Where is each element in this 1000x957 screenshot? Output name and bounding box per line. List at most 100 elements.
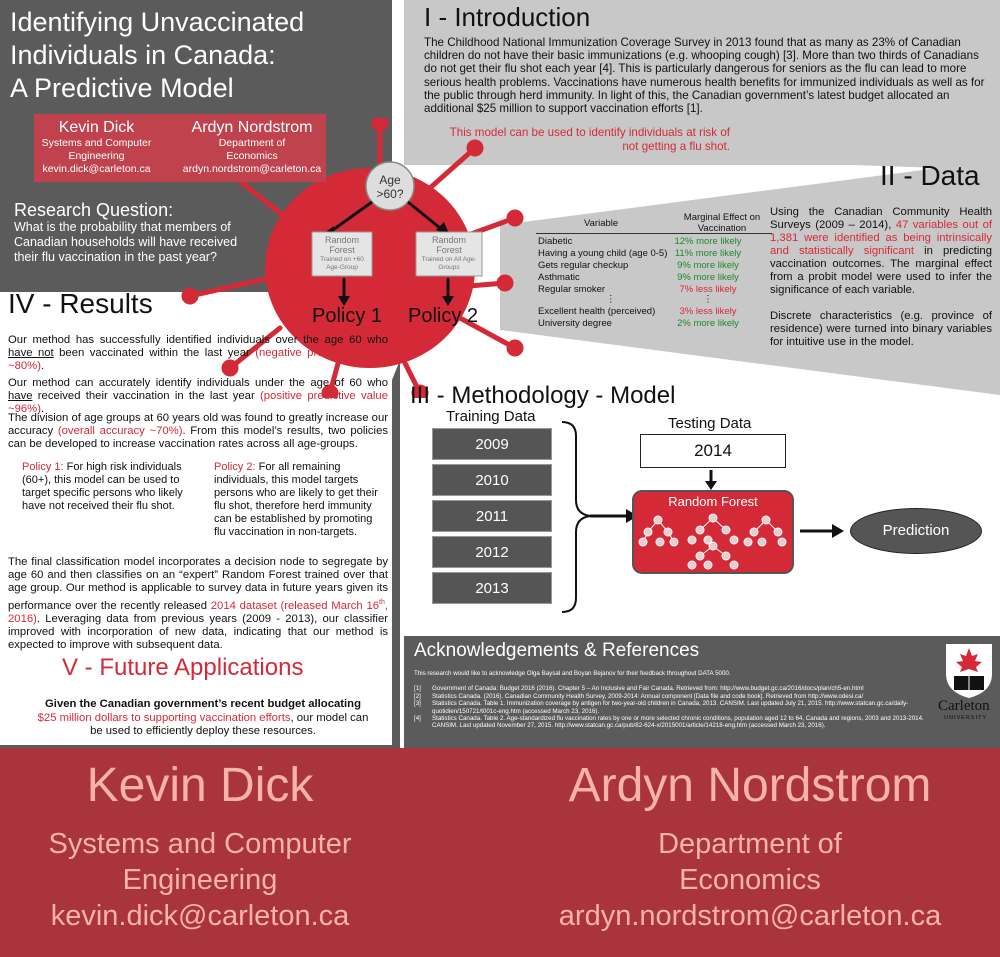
- data-text-b: in predicting vaccination outcomes. The …: [770, 245, 992, 296]
- data-text-highlight: 47 variables out of 1,381 were identifie…: [770, 219, 992, 257]
- rf-all-sub-1: Trained on All Age-: [421, 256, 477, 263]
- prediction-arrow: [800, 524, 844, 538]
- methodology-heading: III - Methodology - Model: [410, 382, 676, 409]
- carleton-logo: Carleton UNIVERSITY: [938, 640, 998, 744]
- training-year-2011: 2011: [432, 500, 552, 532]
- footer-author-2-dept-2: Economics: [679, 864, 821, 896]
- author-1: Kevin Dick Systems and Computer Engineer…: [34, 118, 159, 176]
- virus-policy2: Policy 2: [408, 305, 479, 327]
- results-p4-highlight-1: 2014 dataset (released March 16: [210, 599, 380, 612]
- author-1-dept-1: Systems and Computer: [41, 137, 152, 149]
- table-row-variable: ⋮: [606, 294, 616, 305]
- ref-4-num: [4]: [414, 715, 421, 722]
- intro-text: The Childhood National Immunization Cove…: [424, 36, 985, 116]
- intro-heading: I - Introduction: [424, 2, 591, 32]
- testing-year-box: 2014: [640, 434, 786, 468]
- results-p2: Our method can accurately identify indiv…: [8, 377, 388, 417]
- table-row-variable: University degree: [538, 318, 612, 329]
- rf-over60-sub-1: Trained on +60: [320, 256, 364, 263]
- rf-all-label: Random Forest Trained on All Age- Groups: [416, 235, 482, 272]
- table-row-variable: Regular smoker: [538, 284, 606, 295]
- author-box: Kevin Dick Systems and Computer Engineer…: [34, 114, 326, 182]
- results-p1-highlight: (negative predictive value ~80%): [8, 347, 388, 373]
- random-forest-trees: [638, 513, 787, 570]
- results-p1-end: .: [40, 360, 45, 373]
- author-2-name: Ardyn Nordstrom: [191, 119, 313, 136]
- age-decision-node: [365, 161, 415, 211]
- results-policy2-text: For all remaining individuals, this mode…: [214, 461, 378, 538]
- results-p1-a: Our method has successfully identified i…: [8, 334, 388, 346]
- results-p2-underline: have: [8, 390, 33, 403]
- age-node-line-2: >60?: [376, 187, 404, 201]
- future-text: Given the Canadian government’s recent b…: [36, 698, 370, 739]
- results-policy2: Policy 2: For all remaining individuals,…: [214, 461, 384, 539]
- title-line-1: Identifying Unvaccinated: [10, 7, 305, 37]
- footer-author-1-dept-2: Engineering: [122, 864, 278, 896]
- ref-2-text: Statistics Canada. (2016). Canadian Comm…: [432, 692, 864, 700]
- table-row-variable: Diabetic: [538, 236, 573, 247]
- results-p4: The final classification model incorpora…: [8, 556, 388, 652]
- data-text-c: Discrete characteristics (e.g. province …: [770, 310, 992, 348]
- rf-all-sub-2: Groups: [438, 264, 460, 271]
- results-p4-b: . Leveraging data from previous years (2…: [8, 612, 388, 651]
- rf-over60-label: Random Forest Trained on +60 Age-Group: [312, 235, 372, 272]
- rf-over60-title-2: Forest: [329, 245, 355, 255]
- testing-data-label: Testing Data: [668, 415, 752, 432]
- future-text-bold: Given the Canadian government’s recent b…: [45, 698, 361, 710]
- results-p3-highlight: (overall accuracy ~70%): [57, 425, 183, 438]
- footer-author-1: Kevin Dick Systems and Computer Engineer…: [0, 758, 400, 934]
- results-policy1: Policy 1: For high risk individuals (60+…: [22, 461, 198, 513]
- ref-4-text: Statistics Canada. Table 2. Age-standard…: [432, 715, 924, 730]
- footer-author-2-dept-1: Department of: [658, 828, 842, 860]
- data-panel: [500, 160, 1000, 395]
- ref-2-num: [2]: [414, 692, 421, 700]
- poster-title: Identifying Unvaccinated Individuals in …: [10, 6, 380, 105]
- ack-panel: [404, 636, 1000, 748]
- carleton-wordmark: Carleton: [938, 698, 990, 714]
- rf-all-title-2: Forest: [436, 245, 462, 255]
- author-2-email: ardyn.nordstrom@carleton.ca: [182, 163, 322, 175]
- rf-over60-box: [311, 231, 373, 277]
- footer-author-1-name: Kevin Dick: [86, 759, 314, 812]
- age-node-line-1: Age: [379, 173, 401, 187]
- footer-author-2: Ardyn Nordstrom Department of Economics …: [500, 758, 1000, 934]
- data-heading: II - Data: [880, 160, 980, 191]
- research-question-text: What is the probability that members of …: [14, 220, 238, 264]
- table-divider: [536, 233, 772, 234]
- table-row-effect: 12% more likely: [674, 236, 742, 247]
- title-line-2: Individuals in Canada:: [10, 40, 276, 70]
- rf-over60-title-1: Random: [324, 235, 360, 245]
- results-p2-b: received their vaccination in the last y…: [32, 390, 261, 403]
- ref-3-text: Statistics Canada. Table 1. Immunization…: [432, 700, 909, 715]
- training-year-2012: 2012: [432, 536, 552, 568]
- random-forest-label: Random Forest: [668, 494, 758, 509]
- author-2-dept-2: Economics: [226, 150, 278, 162]
- table-row-effect: 7% less likely: [679, 284, 737, 295]
- ack-body: This research would like to acknowledge …: [414, 670, 944, 745]
- results-policy2-label: Policy 2:: [214, 461, 256, 473]
- research-question-title: Research Question:: [14, 200, 174, 220]
- future-heading: V - Future Applications: [62, 654, 304, 681]
- future-text-highlight: $25 million dollars to supporting vaccin…: [37, 711, 291, 724]
- results-heading: IV - Results: [8, 288, 153, 319]
- future-text-rest: , our model can be used to efficiently d…: [90, 711, 369, 738]
- table-row-effect: ⋮: [703, 294, 713, 305]
- age-node-label: Age >60?: [370, 173, 410, 201]
- training-year-2013: 2013: [432, 572, 552, 604]
- results-p2-end: .: [40, 403, 45, 416]
- rf-all-box: [415, 231, 483, 277]
- table-row-variable: Asthmatic: [538, 272, 580, 283]
- author-1-email: kevin.dick@carleton.ca: [42, 163, 151, 175]
- table-row-effect: 3% less likely: [679, 306, 737, 317]
- carleton-subtext: UNIVERSITY: [944, 715, 988, 721]
- author-2: Ardyn Nordstrom Department of Economics …: [172, 118, 332, 176]
- training-year-2009: 2009: [432, 428, 552, 460]
- training-brace: [561, 421, 638, 613]
- data-text: Using the Canadian Community Health Surv…: [770, 206, 992, 349]
- results-p3-b: . From this model’s results, two policie…: [8, 425, 389, 451]
- rf-over60-sub-2: Age-Group: [326, 264, 358, 271]
- prediction-oval: Prediction: [850, 508, 982, 554]
- random-forest-box: Random Forest: [632, 490, 794, 574]
- results-policy1-label: Policy 1:: [22, 461, 64, 473]
